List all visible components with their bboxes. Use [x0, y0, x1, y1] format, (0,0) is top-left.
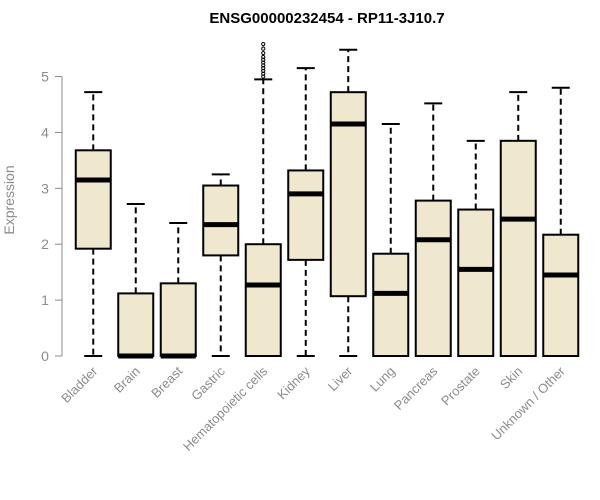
x-tick-label: Hematopoietic cells [180, 363, 271, 454]
box-skin [499, 91, 537, 357]
box-bladder [74, 91, 112, 357]
x-tick-label: Liver [325, 363, 356, 394]
x-tick-label: Pancreas [391, 363, 441, 413]
x-tick-label: Breast [148, 363, 185, 400]
outlier-point [261, 54, 266, 60]
box-liver [329, 48, 367, 357]
box-prostate [457, 139, 495, 357]
y-axis: 0 1 2 3 4 5 [41, 69, 63, 364]
y-tick-label: 0 [41, 348, 49, 364]
outlier-point [261, 42, 266, 47]
iqr-box [287, 169, 325, 261]
x-tick-label: Brain [111, 364, 143, 396]
x-tick-label: Skin [497, 364, 525, 392]
iqr-box [414, 199, 452, 357]
x-tick-label: Kidney [274, 363, 313, 402]
box-hematopoietic-cells [244, 42, 282, 357]
outlier-point [261, 50, 266, 56]
y-tick-label: 3 [41, 180, 49, 196]
y-tick-label: 1 [41, 292, 49, 308]
outlier-point [261, 46, 266, 51]
x-tick-label: Prostate [438, 364, 483, 409]
x-tick-label: Bladder [58, 363, 101, 406]
chart-title: ENSG00000232454 - RP11-3J10.7 [209, 10, 444, 27]
iqr-box [372, 252, 410, 357]
x-tick-label: Unknown / Other [488, 363, 568, 443]
box-brain [117, 202, 155, 359]
box-group [74, 42, 580, 359]
box-kidney [287, 67, 325, 357]
y-axis-label: Expression [1, 165, 17, 234]
iqr-box [202, 184, 240, 257]
iqr-box [159, 282, 197, 358]
iqr-box [74, 149, 112, 250]
x-tick-label: Gastric [188, 363, 228, 403]
box-unknown-other [542, 86, 580, 357]
y-tick-label: 2 [41, 236, 49, 252]
iqr-box [499, 139, 537, 357]
iqr-box [542, 233, 580, 357]
iqr-box [117, 292, 155, 357]
box-gastric [202, 173, 240, 357]
box-pancreas [414, 102, 452, 357]
y-tick-label: 4 [41, 124, 49, 140]
iqr-box [244, 243, 282, 357]
box-lung [372, 123, 410, 357]
iqr-box [457, 208, 495, 357]
x-tick-label: Lung [367, 364, 398, 395]
box-breast [159, 221, 197, 359]
y-tick-label: 5 [41, 69, 49, 85]
